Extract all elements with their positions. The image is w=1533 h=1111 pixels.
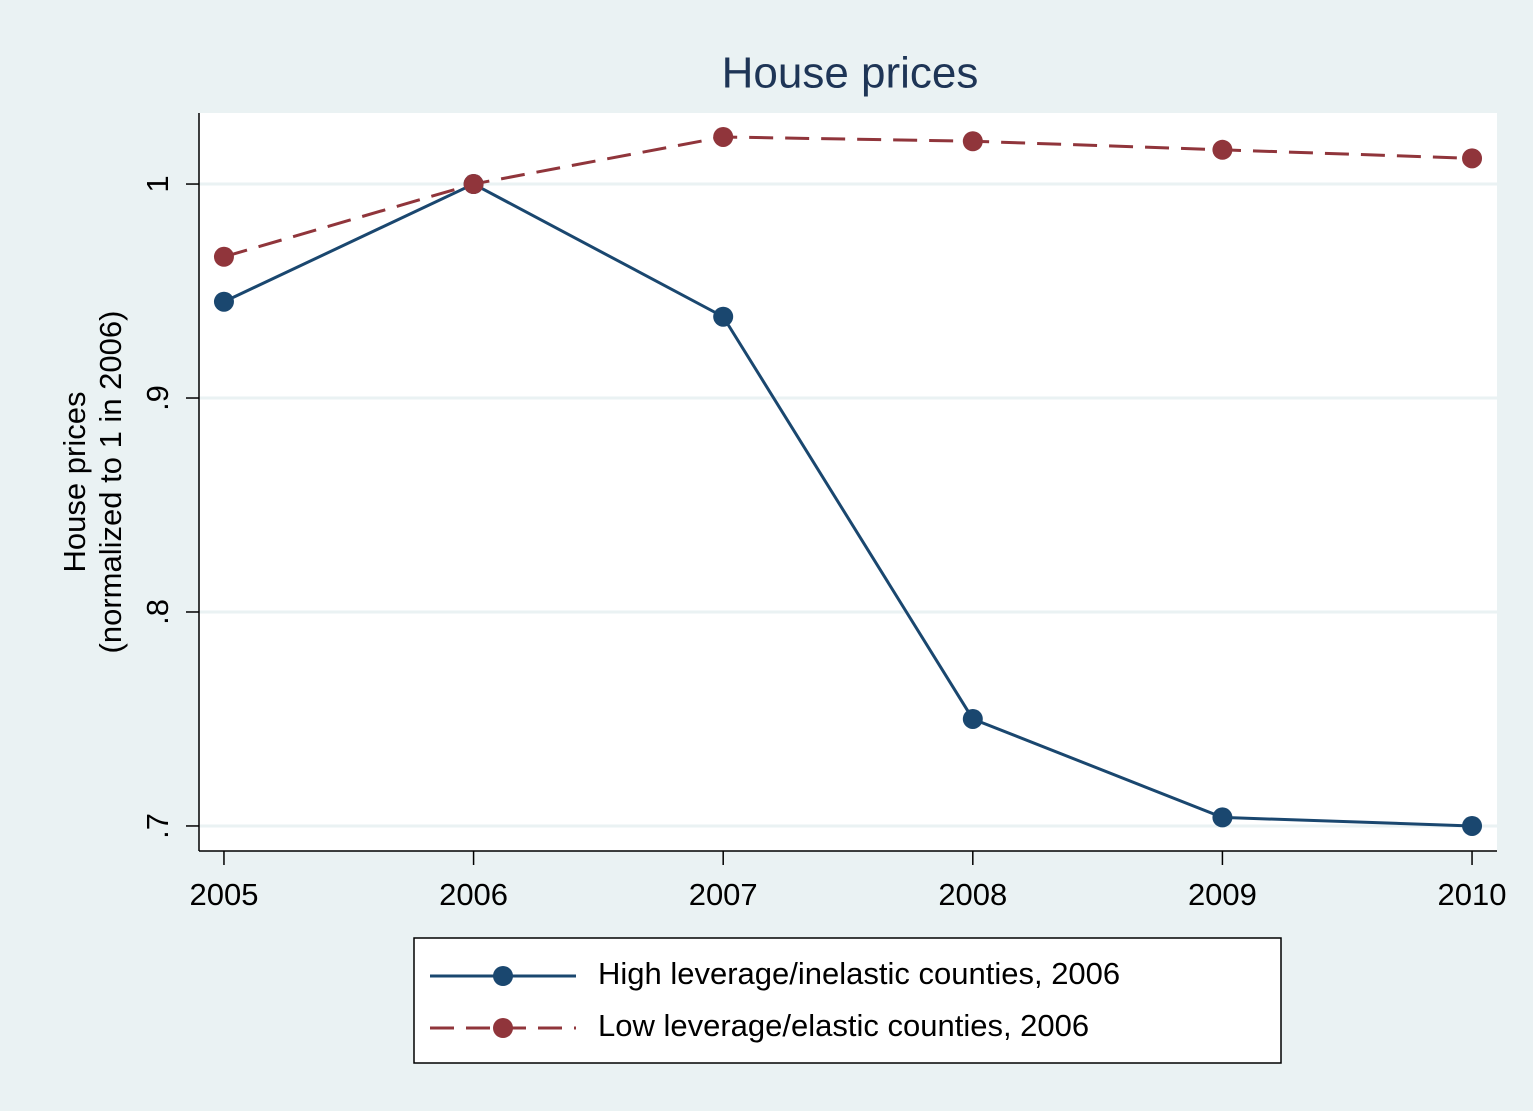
y-tick-label: 1 [140,175,175,192]
series-line [223,135,1473,259]
marker [463,174,484,195]
x-tick-label: 2007 [689,877,758,912]
x-tick-label: 2009 [1188,877,1257,912]
legend-label: Low leverage/elastic counties, 2006 [598,1008,1089,1043]
marker [1462,815,1483,836]
legend-marker [493,1018,513,1038]
marker [1462,148,1483,169]
series-line [223,182,1473,828]
y-tick-label: .7 [140,813,175,839]
marker [213,291,234,312]
marker [713,306,734,327]
x-tick-label: 2005 [189,877,258,912]
legend [413,937,1282,1064]
x-tick-label: 2010 [1438,877,1507,912]
plot-area [199,113,1497,851]
marker [962,131,983,152]
legend-label: High leverage/inelastic counties, 2006 [598,956,1120,991]
x-tick-label: 2008 [938,877,1007,912]
marker [1212,139,1233,160]
chart-title: House prices [722,49,979,98]
marker [713,126,734,147]
marker [1212,807,1233,828]
y-tick-label: .9 [140,385,175,411]
marker [962,708,983,729]
y-axis-title: (normalized to 1 in 2006) [93,311,128,654]
marker [213,246,234,267]
x-tick-label: 2006 [439,877,508,912]
legend-marker [493,966,513,986]
y-axis-title: House prices [57,392,92,573]
y-tick-label: .8 [140,599,175,625]
